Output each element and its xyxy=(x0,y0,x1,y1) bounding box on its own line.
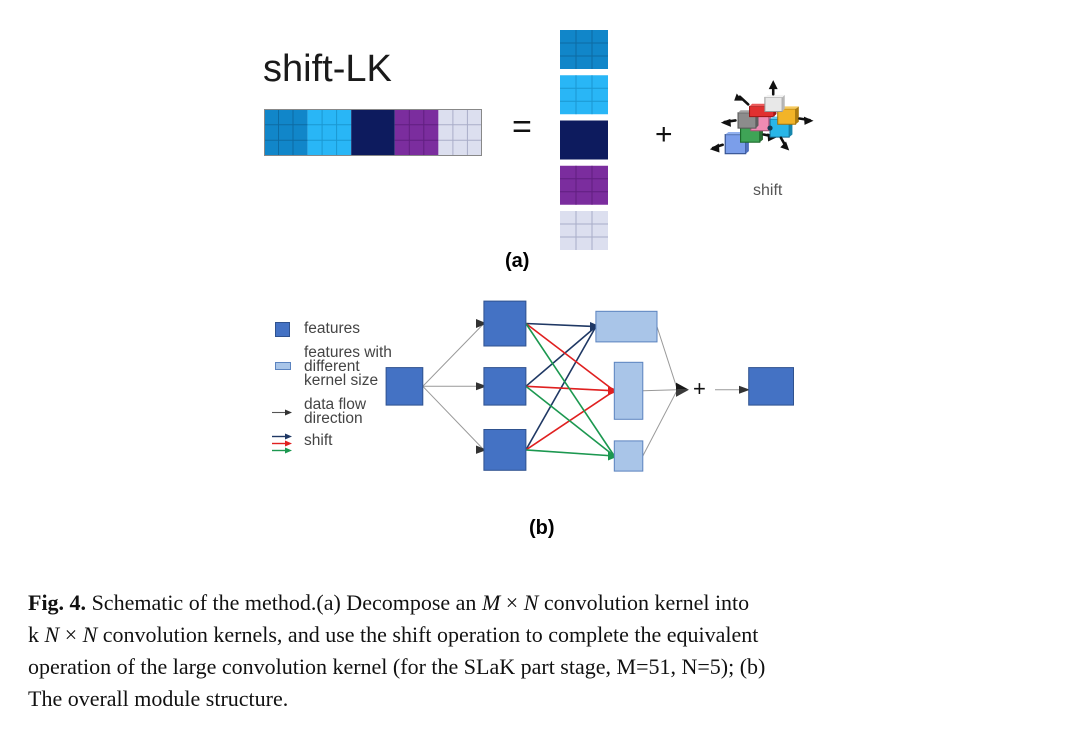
svg-text:+: + xyxy=(693,376,706,401)
